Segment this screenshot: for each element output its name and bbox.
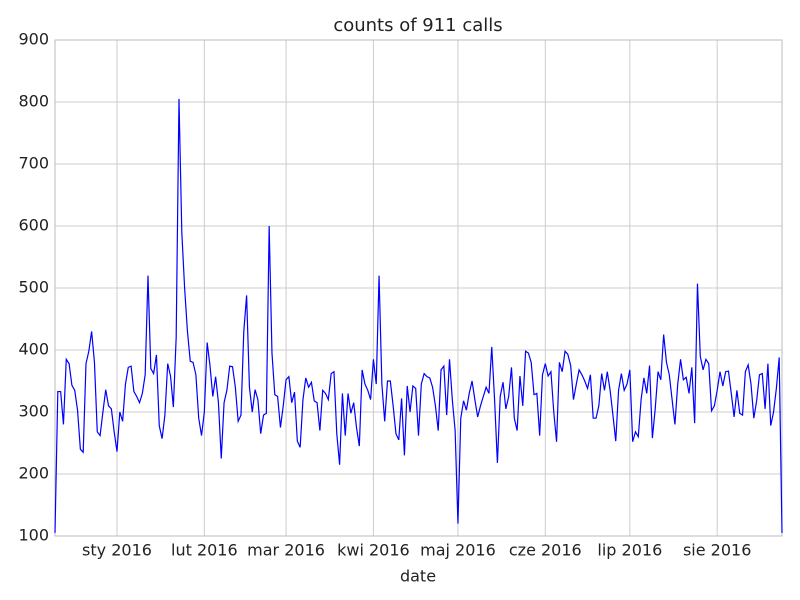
y-tick-label: 200 (18, 464, 49, 483)
y-tick-label: 900 (18, 30, 49, 49)
y-tick-label: 300 (18, 402, 49, 421)
y-tick-label: 800 (18, 92, 49, 111)
y-tick-label: 500 (18, 278, 49, 297)
x-tick-label: mar 2016 (247, 541, 325, 560)
x-tick-label: lip 2016 (597, 541, 662, 560)
chart-title: counts of 911 calls (333, 15, 502, 36)
x-tick-label: sty 2016 (82, 541, 152, 560)
x-tick-label: maj 2016 (420, 541, 496, 560)
data-line (54, 98, 783, 533)
y-tick-label: 700 (18, 154, 49, 173)
y-tick-label: 100 (18, 526, 49, 545)
x-tick-label: sie 2016 (683, 541, 751, 560)
y-tick-label: 400 (18, 340, 49, 359)
plot-frame (54, 39, 783, 537)
x-tick-label: lut 2016 (171, 541, 238, 560)
x-axis-label: date (400, 567, 436, 586)
x-tick-label: kwi 2016 (337, 541, 410, 560)
y-tick-label: 600 (18, 216, 49, 235)
x-tick-label: cze 2016 (509, 541, 582, 560)
